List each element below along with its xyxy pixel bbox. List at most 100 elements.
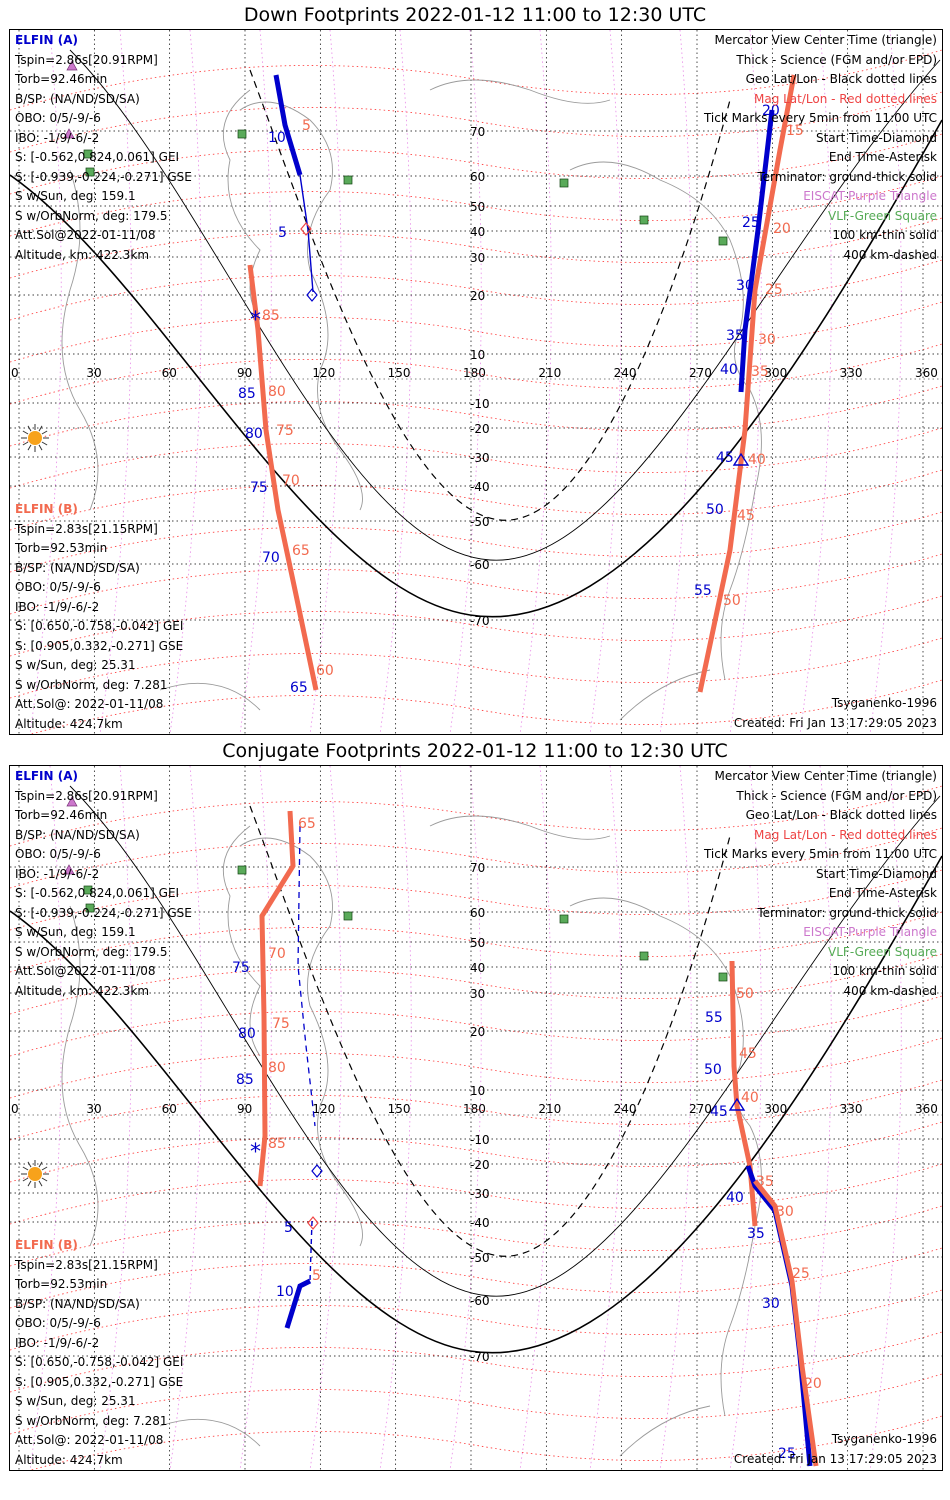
coastline (159, 1418, 261, 1447)
elfin-a-info: IBO: -1/9/-6/-2 (15, 866, 100, 881)
vlf-green-square (85, 167, 95, 177)
coastline (429, 79, 611, 104)
track-red-tick-label: 30 (776, 1204, 794, 1220)
mag-lon-line (799, 766, 832, 1470)
lon-tick-label: 360 (915, 1102, 938, 1116)
lat-tick-label: -30 (470, 451, 490, 465)
track-a-dashed (297, 825, 316, 1127)
track-red-tick-label: 65 (292, 543, 310, 559)
terminator-ground (10, 855, 942, 1354)
vlf-green-square (718, 236, 728, 246)
elfin-b-info: Altitude: 424.7km (15, 716, 123, 731)
vlf-green-square (237, 129, 247, 139)
lon-tick-label: 150 (388, 366, 411, 380)
mag-lon-line (99, 30, 132, 734)
track-red-tick-label: 45 (737, 508, 755, 524)
elfin-a-header: ELFIN (A) (15, 33, 78, 47)
lat-tick-label: 50 (470, 936, 485, 950)
lat-tick-label: 70 (470, 125, 485, 139)
lon-tick-label: 60 (162, 366, 177, 380)
terminator-100km (69, 49, 941, 561)
lat-tick-label: 20 (470, 1025, 485, 1039)
elfin-a-info: B/SP: (NA/ND/SD/SA) (15, 827, 140, 842)
elfin-a-info: OBO: 0/5/-9/-6 (15, 847, 101, 861)
track-red-tick-label: 25 (792, 1266, 810, 1282)
legend-entry: 400 km-dashed (843, 247, 937, 262)
mag-lon-line (519, 30, 552, 734)
elfin-a-info: Altitude, km: 422.3km (15, 983, 150, 998)
track-red-tick-label: 45 (739, 1046, 757, 1062)
terminator-ground (10, 119, 942, 618)
coastline (61, 169, 99, 511)
lat-tick-label: -60 (470, 1294, 490, 1308)
track-b-west (257, 810, 296, 1187)
lon-tick-label: 270 (689, 1102, 712, 1116)
lon-tick-label: 240 (614, 1102, 637, 1116)
coastline (159, 682, 261, 711)
track-blue-tick-label: 20 (762, 103, 780, 119)
mag-lon-line (379, 30, 412, 734)
lat-tick-label: -70 (470, 1350, 490, 1364)
elfin-b-info: S w/OrbNorm, deg: 7.281 (15, 677, 168, 692)
elfin-b-info: S: [0.650,-0.758,-0.042] GEI (15, 1355, 184, 1369)
elfin-b-info: Tspin=2.83s[21.15RPM] (15, 521, 158, 536)
lon-tick-label: 270 (689, 366, 712, 380)
track-red-tick-label: 80 (268, 384, 286, 400)
elfin-b-info: Torb=92.53min (15, 1277, 108, 1291)
elfin-a-info: Att.Sol@2022-01-11/08 (15, 964, 156, 978)
lat-tick-label: 10 (470, 348, 485, 362)
track-a-tick-label: 10 (276, 1284, 294, 1300)
mag-lon-line (589, 766, 622, 1470)
track-red-tick-label: 35 (751, 364, 769, 380)
elfin-b-info: B/SP: (NA/ND/SD/SA) (15, 560, 140, 575)
elfin-b-info: Altitude: 424.7km (15, 1452, 123, 1467)
mag-lon-line (239, 30, 272, 734)
vlf-green-square (559, 178, 569, 188)
track-a-science (284, 1278, 312, 1329)
track-red-tick-label: 70 (268, 946, 286, 962)
legend-entry: Tick Marks every 5min from 11:00 UTC (703, 111, 937, 125)
center-triangle (728, 1097, 746, 1111)
vlf-green-square (83, 885, 93, 895)
track-blue-tick-label: 85 (238, 386, 256, 402)
lat-tick-label: -30 (470, 1187, 490, 1201)
mag-lon-line (729, 766, 762, 1470)
track-red-tick-label: 50 (736, 986, 754, 1002)
vlf-green-square (343, 175, 353, 185)
track-a-tick-label: 5 (284, 1220, 293, 1236)
track-blue-tick-label: 85 (236, 1072, 254, 1088)
legend-entry: Geo Lat/Lon - Black dotted lines (745, 808, 937, 822)
model-label: Tsyganenko-1996 (831, 696, 937, 710)
track-red-tick-label: 30 (758, 332, 776, 348)
lon-tick-label: 300 (764, 366, 787, 380)
legend-entry: Thick - Science (FGM and/or EPD) (736, 52, 937, 67)
map-down: 0 30 60 90 120 150 180 210 240 270 300 330 360 70 60 50… (9, 29, 943, 735)
elfin-b-info: Torb=92.53min (15, 541, 108, 555)
legend-entry: Mercator View Center Time (triangle) (714, 33, 937, 47)
elfin-b-info: S: [0.905,0.332,-0.271] GSE (15, 638, 184, 653)
mag-lon-line (659, 30, 692, 734)
track-blue-tick-label: 35 (726, 328, 744, 344)
coastline (569, 161, 762, 681)
track-blue-tick-label: 35 (747, 1226, 765, 1242)
legend-entry: Thick - Science (FGM and/or EPD) (736, 788, 937, 803)
track-a-science (273, 74, 303, 176)
lon-tick-label: 180 (463, 366, 486, 380)
elfin-a-info: S: [-0.939,-0.224,-0.271] GSE (15, 905, 192, 920)
track-red-tick-label: 60 (316, 663, 334, 679)
lat-tick-label: -40 (470, 1216, 490, 1230)
vlf-green-square (639, 215, 649, 225)
track-red-tick-label: 5 (312, 1268, 321, 1284)
track-red-tick-label: 40 (748, 452, 766, 468)
vlf-green-square (85, 903, 95, 913)
mag-lon-line (239, 766, 272, 1470)
lon-tick-label: 150 (388, 1102, 411, 1116)
legend-entry: 100 km-thin solid (832, 964, 937, 978)
track-blue-tick-label: 50 (706, 502, 724, 518)
elfin-a-info: Att.Sol@2022-01-11/08 (15, 228, 156, 242)
lon-tick-label: 210 (538, 1102, 561, 1116)
mag-lon-line (309, 30, 342, 734)
coastline (239, 837, 363, 1247)
lat-tick-label: 70 (470, 861, 485, 875)
legend-entry: Terminator: ground-thick solid (757, 905, 937, 920)
